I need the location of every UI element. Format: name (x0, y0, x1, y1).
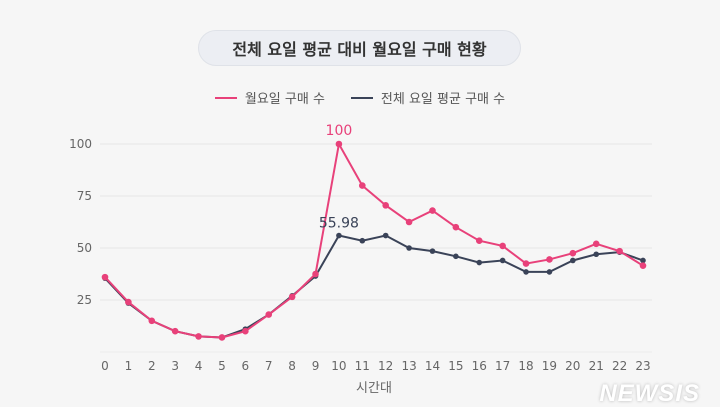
x-tick-label: 6 (242, 359, 250, 373)
x-tick-label: 10 (331, 359, 346, 373)
x-tick-label: 3 (171, 359, 179, 373)
data-point (382, 202, 389, 209)
data-point (546, 256, 553, 263)
x-tick-label: 5 (218, 359, 226, 373)
x-tick-label: 1 (125, 359, 133, 373)
legend-label: 전체 요일 평균 구매 수 (380, 92, 506, 107)
y-tick-label: 50 (77, 241, 92, 255)
watermark-logo: NEWSIS (599, 380, 700, 407)
data-point (195, 333, 202, 340)
legend: 월요일 구매 수 전체 요일 평균 구매 수 (0, 88, 720, 107)
data-point (288, 293, 296, 301)
data-point (523, 269, 529, 275)
x-tick-label: 19 (542, 359, 557, 373)
data-point (499, 257, 506, 264)
legend-item-average[interactable]: 전체 요일 평균 구매 수 (350, 88, 506, 107)
x-tick-label: 2 (148, 359, 156, 373)
x-tick-label: 14 (425, 359, 440, 373)
data-point (265, 311, 273, 318)
data-label: 100 (326, 123, 353, 139)
data-point (335, 140, 343, 148)
x-tick-label: 16 (472, 359, 487, 373)
y-tick-label: 100 (69, 137, 92, 151)
x-tick-label: 8 (288, 359, 296, 373)
data-point (453, 253, 459, 260)
data-point (171, 327, 179, 335)
data-point (336, 232, 342, 239)
x-tick-label: 11 (355, 359, 370, 373)
x-tick-label: 21 (589, 359, 604, 373)
legend-item-monday[interactable]: 월요일 구매 수 (214, 88, 325, 107)
data-point (616, 247, 623, 255)
data-point (148, 317, 156, 325)
x-tick-label: 13 (401, 359, 416, 373)
x-tick-label: 4 (195, 359, 203, 373)
data-point (125, 298, 132, 306)
data-point (405, 218, 413, 226)
data-point (382, 232, 389, 239)
data-point (546, 269, 553, 275)
y-tick-label: 75 (77, 189, 92, 203)
data-point (359, 182, 366, 189)
x-tick-label: 9 (312, 359, 320, 373)
data-point (499, 242, 506, 250)
x-tick-label: 17 (495, 359, 510, 373)
x-tick-label: 0 (101, 359, 109, 373)
data-point (592, 240, 600, 248)
data-point (429, 248, 436, 254)
legend-swatch (350, 96, 373, 99)
data-point (406, 245, 412, 251)
chart-title: 전체 요일 평균 대비 월요일 구매 현황 (198, 30, 521, 66)
x-tick-label: 18 (518, 359, 533, 373)
data-point (569, 249, 577, 257)
series-line-1 (104, 234, 644, 339)
legend-swatch (214, 96, 237, 99)
x-axis-label: 시간대 (356, 381, 392, 396)
data-label: 55.98 (319, 216, 359, 232)
data-point (452, 223, 460, 231)
x-tick-label: 20 (565, 359, 580, 373)
x-tick-label: 23 (635, 359, 650, 373)
data-point (218, 334, 226, 341)
data-point (639, 262, 647, 269)
data-point (475, 237, 483, 245)
data-point (522, 260, 530, 267)
series-line-0 (104, 141, 644, 339)
x-tick-label: 12 (378, 359, 393, 373)
x-tick-label: 7 (265, 359, 273, 373)
legend-label: 월요일 구매 수 (244, 92, 325, 107)
y-tick-label: 25 (77, 293, 92, 307)
data-point (593, 251, 600, 258)
data-point (476, 259, 483, 266)
data-point (359, 237, 366, 244)
x-tick-label: 22 (612, 359, 627, 373)
data-point (312, 270, 319, 278)
x-tick-label: 15 (448, 359, 463, 373)
data-point (101, 273, 109, 281)
data-point (242, 327, 249, 335)
data-point (640, 257, 646, 264)
data-point (429, 207, 436, 214)
data-point (570, 257, 576, 264)
